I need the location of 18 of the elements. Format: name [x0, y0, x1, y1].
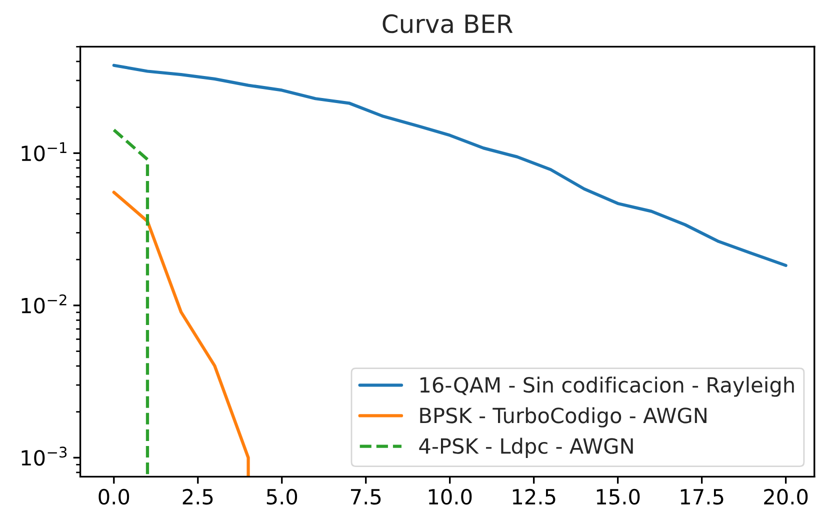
x-tick-label: 20.0	[764, 488, 808, 505]
legend-label: 4-PSK - Ldpc - AWGN	[419, 438, 633, 458]
x-tick-label: 0.0	[98, 488, 130, 505]
x-tick-label: 12.5	[512, 488, 556, 505]
x-tick-label: 7.5	[351, 489, 381, 505]
line-series	[112, 64, 788, 268]
x-tick-label: 5.0	[266, 488, 298, 505]
legend-label: 16-QAM - Sin codificacion - Rayleigh	[420, 376, 794, 397]
line-series	[112, 190, 250, 477]
y-tick-label: 10$^{−3}$	[22, 446, 67, 466]
x-tick-label: 15.0	[596, 488, 640, 505]
y-tick-label: 10$^{−1}$	[22, 142, 66, 162]
legend-label: BPSK - TurboCodigo - AWGN	[420, 407, 706, 428]
x-tick-label: 2.5	[182, 488, 213, 505]
x-tick-label: 17.5	[680, 489, 724, 505]
y-tick-label: 10$^{−2}$	[22, 294, 66, 314]
chart-title: Curva BER	[382, 14, 513, 34]
x-tick-label: 10.0	[428, 488, 472, 505]
